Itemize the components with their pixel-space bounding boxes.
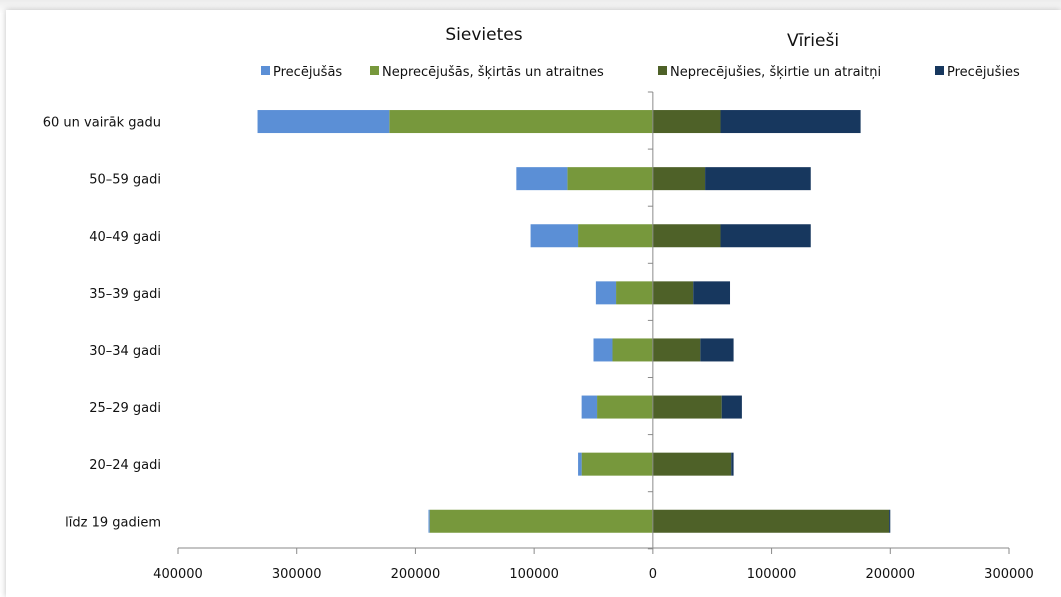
category-label: 50–59 gadi — [89, 173, 161, 188]
category-label: 25–29 gadi — [89, 401, 161, 416]
x-tick-label: 200000 — [391, 567, 441, 582]
bar-precejusas-6 — [578, 452, 582, 476]
category-label: 20–24 gadi — [89, 458, 161, 473]
bar-precejusies-6 — [731, 452, 734, 476]
bar-precejusies-7 — [889, 509, 891, 533]
category-label: 30–34 gadi — [89, 344, 161, 359]
x-tick-label: 100000 — [747, 567, 797, 582]
x-tick-label: 0 — [649, 567, 657, 582]
bar-neprecejusas-skirtas-un-atraitnes-6 — [581, 452, 653, 476]
bar-precejusas-0 — [257, 110, 390, 134]
legend-label: Precējušies — [947, 65, 1020, 80]
legend-label: Neprecējušās, šķirtās un atraitnes — [382, 65, 604, 80]
bar-precejusies-4 — [700, 338, 734, 362]
bars — [257, 110, 891, 533]
x-tick-label: 200000 — [865, 567, 915, 582]
bar-precejusas-4 — [593, 338, 613, 362]
bar-neprecejusas-skirtas-un-atraitnes-7 — [429, 509, 653, 533]
bar-precejusas-3 — [595, 281, 617, 305]
bar-neprecejusies-skirtie-un-atraitni-3 — [652, 281, 694, 305]
bar-neprecejusies-skirtie-un-atraitni-1 — [652, 167, 706, 191]
x-tick-label: 400000 — [153, 567, 203, 582]
legend-label: Precējušās — [273, 65, 342, 80]
category-label: 35–39 gadi — [89, 287, 161, 302]
bar-precejusies-2 — [720, 224, 811, 248]
category-labels: 60 un vairāk gadu 50–59 gadi 40–49 gadi 35–… — [43, 116, 161, 531]
right-side-heading: Vīrieši — [787, 31, 839, 51]
bar-neprecejusas-skirtas-un-atraitnes-1 — [567, 167, 653, 191]
legend-swatch — [370, 66, 379, 75]
chart-panel — [6, 10, 1061, 597]
bar-precejusas-2 — [530, 224, 579, 248]
bar-precejusies-5 — [721, 395, 742, 419]
left-side-heading: Sievietes — [445, 25, 522, 45]
bar-neprecejusies-skirtie-un-atraitni-6 — [652, 452, 732, 476]
x-tick-label: 300000 — [984, 567, 1034, 582]
x-tick-label: 300000 — [272, 567, 322, 582]
bar-precejusies-1 — [705, 167, 811, 191]
bar-neprecejusies-skirtie-un-atraitni-2 — [652, 224, 721, 248]
category-label: 60 un vairāk gadu — [43, 116, 161, 131]
legend-swatch — [658, 66, 667, 75]
bar-neprecejusies-skirtie-un-atraitni-0 — [652, 110, 721, 134]
category-label: līdz 19 gadiem — [65, 515, 161, 530]
legend-swatch — [935, 66, 944, 75]
bar-neprecejusas-skirtas-un-atraitnes-2 — [578, 224, 653, 248]
bar-precejusas-1 — [516, 167, 568, 191]
bar-precejusies-0 — [720, 110, 861, 134]
bar-precejusas-5 — [581, 395, 598, 419]
x-tick-label: 100000 — [509, 567, 559, 582]
bar-neprecejusas-skirtas-un-atraitnes-5 — [597, 395, 653, 419]
legend-label: Neprecējušies, šķirtie un atraitņi — [670, 65, 881, 80]
bar-neprecejusas-skirtas-un-atraitnes-0 — [389, 110, 653, 134]
bar-neprecejusas-skirtas-un-atraitnes-3 — [616, 281, 653, 305]
bar-precejusas-7 — [428, 509, 430, 533]
bar-neprecejusies-skirtie-un-atraitni-4 — [652, 338, 701, 362]
category-label: 40–49 gadi — [89, 230, 161, 245]
bar-neprecejusas-skirtas-un-atraitnes-4 — [612, 338, 653, 362]
bar-neprecejusies-skirtie-un-atraitni-5 — [652, 395, 722, 419]
axes: 400000 300000 200000 100000 0 100000 200000 300… — [153, 91, 1034, 582]
bar-precejusies-3 — [693, 281, 731, 305]
bar-neprecejusies-skirtie-un-atraitni-7 — [652, 509, 890, 533]
legend: Precējušās Neprecējušās, šķirtās un atrai… — [261, 65, 1020, 80]
legend-swatch — [261, 66, 270, 75]
